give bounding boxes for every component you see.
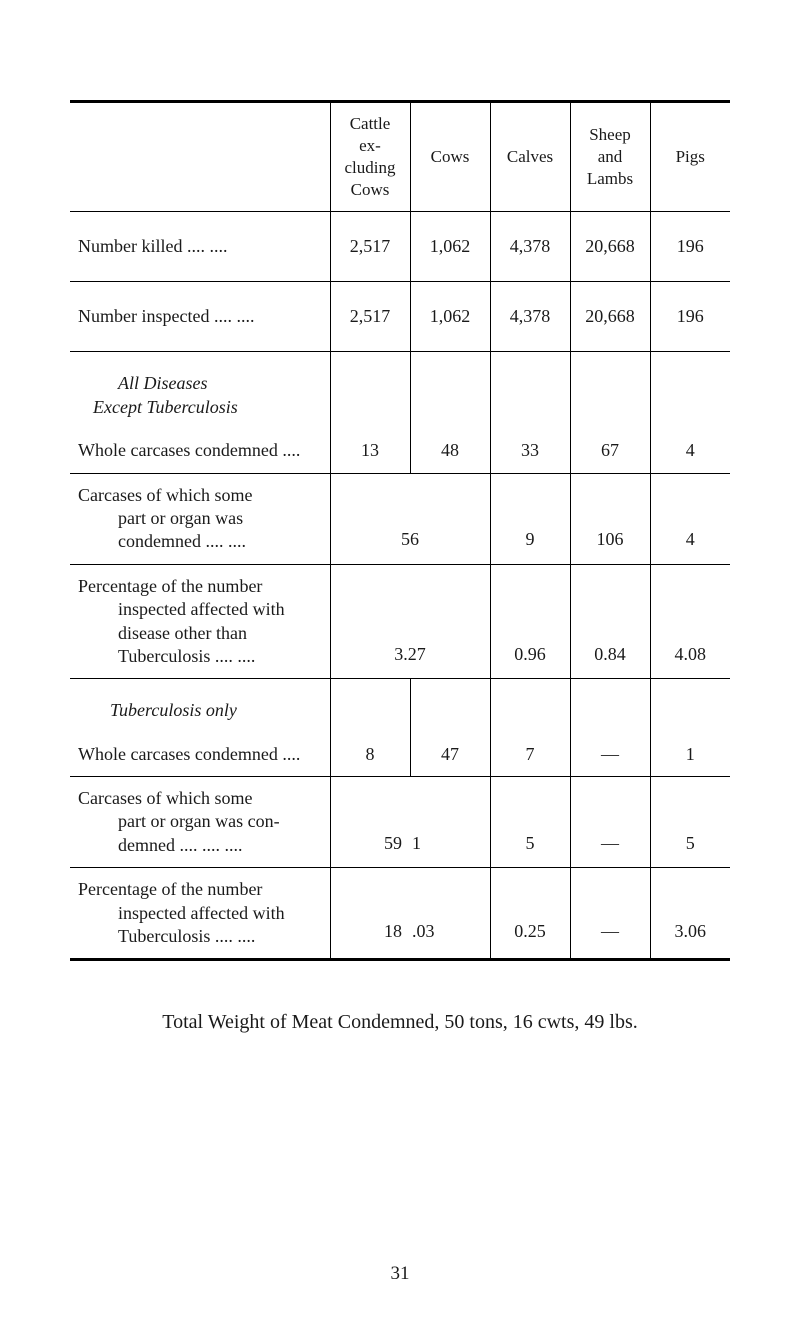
carcases1-l2: part or organ was xyxy=(78,507,322,530)
whole1-c6: 4 xyxy=(650,429,730,473)
carcases2-l3: demned .... .... .... xyxy=(78,834,322,857)
row-carcases1: Carcases of which some part or organ was… xyxy=(70,473,730,564)
pct2-c5: — xyxy=(570,868,650,960)
carcases2-c4: 5 xyxy=(490,777,570,868)
whole1-c2: 13 xyxy=(330,429,410,473)
inspected-c5: 20,668 xyxy=(570,282,650,352)
header-sheep-l1: Sheep xyxy=(589,125,631,144)
summary-text: Total Weight of Meat Condemned, 50 tons,… xyxy=(70,1011,730,1034)
pct2-c4: 0.25 xyxy=(490,868,570,960)
pct1-c23: 3.27 xyxy=(330,564,490,679)
header-cattle-l4: Cows xyxy=(351,180,390,199)
page-number: 31 xyxy=(0,1263,800,1285)
row-pct1: Percentage of the number inspected affec… xyxy=(70,564,730,679)
carcases1-c4: 9 xyxy=(490,473,570,564)
pct2-l1: Percentage of the number xyxy=(78,878,322,901)
section-tb-only: Tuberculosis only xyxy=(70,679,730,733)
livestock-table: Cattle ex- cluding Cows Cows Calves Shee… xyxy=(70,100,730,961)
whole2-c5: — xyxy=(570,733,650,777)
pct2-c6: 3.06 xyxy=(650,868,730,960)
section1-l2: Except Tuberculosis xyxy=(78,396,322,419)
killed-c2: 2,517 xyxy=(330,212,410,282)
header-cattle-l2: ex- xyxy=(359,136,381,155)
header-calves: Calves xyxy=(490,102,570,212)
carcases1-c5: 106 xyxy=(570,473,650,564)
label-carcases2: Carcases of which some part or organ was… xyxy=(70,777,330,868)
pct1-l1: Percentage of the number xyxy=(78,575,322,598)
inspected-c3: 1,062 xyxy=(410,282,490,352)
section1-label: All Diseases Except Tuberculosis xyxy=(70,352,330,429)
pct1-c5: 0.84 xyxy=(570,564,650,679)
pct1-l3: disease other than xyxy=(78,622,322,645)
header-cattle-l1: Cattle xyxy=(350,114,391,133)
header-sheep-l2: and xyxy=(598,147,623,166)
killed-c5: 20,668 xyxy=(570,212,650,282)
row-inspected: Number inspected .... .... 2,517 1,062 4… xyxy=(70,282,730,352)
carcases2-c3: 1 xyxy=(410,777,490,868)
header-pigs: Pigs xyxy=(650,102,730,212)
pct1-l2: inspected affected with xyxy=(78,598,322,621)
header-cattle-l3: cluding xyxy=(345,158,396,177)
whole1-c5: 67 xyxy=(570,429,650,473)
whole2-c6: 1 xyxy=(650,733,730,777)
pct1-c4: 0.96 xyxy=(490,564,570,679)
whole2-c4: 7 xyxy=(490,733,570,777)
pct1-l4: Tuberculosis .... .... xyxy=(78,645,322,668)
killed-c6: 196 xyxy=(650,212,730,282)
killed-c3: 1,062 xyxy=(410,212,490,282)
inspected-c6: 196 xyxy=(650,282,730,352)
pct2-c2: 18 xyxy=(330,868,410,960)
carcases2-l2: part or organ was con- xyxy=(78,810,322,833)
carcases1-c6: 4 xyxy=(650,473,730,564)
label-whole2: Whole carcases condemned .... xyxy=(70,733,330,777)
inspected-c4: 4,378 xyxy=(490,282,570,352)
pct2-l2: inspected affected with xyxy=(78,902,322,925)
killed-c4: 4,378 xyxy=(490,212,570,282)
row-whole2: Whole carcases condemned .... 8 47 7 — 1 xyxy=(70,733,730,777)
carcases2-c2: 59 xyxy=(330,777,410,868)
header-empty xyxy=(70,102,330,212)
carcases2-c5: — xyxy=(570,777,650,868)
pct1-c6: 4.08 xyxy=(650,564,730,679)
row-carcases2: Carcases of which some part or organ was… xyxy=(70,777,730,868)
label-pct1: Percentage of the number inspected affec… xyxy=(70,564,330,679)
carcases2-c6: 5 xyxy=(650,777,730,868)
label-inspected: Number inspected .... .... xyxy=(70,282,330,352)
inspected-c2: 2,517 xyxy=(330,282,410,352)
header-row: Cattle ex- cluding Cows Cows Calves Shee… xyxy=(70,102,730,212)
row-whole1: Whole carcases condemned .... 13 48 33 6… xyxy=(70,429,730,473)
label-pct2: Percentage of the number inspected affec… xyxy=(70,868,330,960)
whole1-c3: 48 xyxy=(410,429,490,473)
label-killed: Number killed .... .... xyxy=(70,212,330,282)
section2-label: Tuberculosis only xyxy=(70,679,330,733)
header-sheep: Sheep and Lambs xyxy=(570,102,650,212)
row-pct2: Percentage of the number inspected affec… xyxy=(70,868,730,960)
row-killed: Number killed .... .... 2,517 1,062 4,37… xyxy=(70,212,730,282)
carcases1-l3: condemned .... .... xyxy=(78,530,322,553)
header-cows: Cows xyxy=(410,102,490,212)
whole2-c3: 47 xyxy=(410,733,490,777)
carcases1-c23: 56 xyxy=(330,473,490,564)
section1-l1: All Diseases xyxy=(78,372,322,395)
header-cattle: Cattle ex- cluding Cows xyxy=(330,102,410,212)
section-all-diseases: All Diseases Except Tuberculosis xyxy=(70,352,730,429)
pct2-c3: .03 xyxy=(410,868,490,960)
label-whole1: Whole carcases condemned .... xyxy=(70,429,330,473)
pct2-l3: Tuberculosis .... .... xyxy=(78,925,322,948)
header-sheep-l3: Lambs xyxy=(587,169,633,188)
carcases2-l1: Carcases of which some xyxy=(78,787,322,810)
label-carcases1: Carcases of which some part or organ was… xyxy=(70,473,330,564)
whole1-c4: 33 xyxy=(490,429,570,473)
carcases1-l1: Carcases of which some xyxy=(78,484,322,507)
whole2-c2: 8 xyxy=(330,733,410,777)
